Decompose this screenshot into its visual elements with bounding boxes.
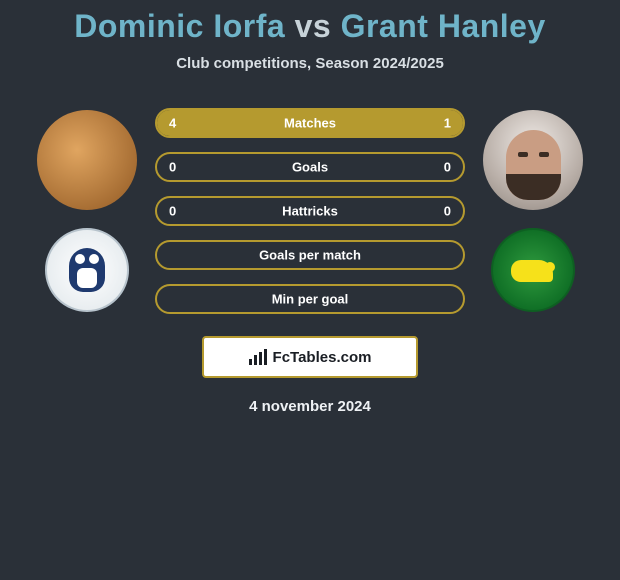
- player2-avatar: [483, 110, 583, 210]
- stats-column: 4 1 Matches 0 0 Goals 0 0 Hattricks Goals per mat…: [155, 108, 465, 314]
- stat-row: Min per goal: [155, 284, 465, 314]
- title-player1: Dominic Iorfa: [74, 8, 285, 44]
- player1-avatar: [37, 110, 137, 210]
- right-side: [483, 108, 583, 312]
- stat-value-left: 0: [169, 160, 176, 175]
- footer-site-text: FcTables.com: [273, 349, 372, 366]
- stat-row: 0 0 Goals: [155, 152, 465, 182]
- infographic-wrap: Dominic Iorfa vs Grant Hanley Club compe…: [0, 0, 620, 415]
- stat-value-right: 1: [444, 116, 451, 131]
- footer-site-badge: FcTables.com: [202, 336, 418, 378]
- stat-fill-right: [402, 110, 463, 136]
- player1-club-badge: [45, 228, 129, 312]
- title-vs: vs: [295, 8, 332, 44]
- stat-row: 0 0 Hattricks: [155, 196, 465, 226]
- stat-bar: 0 0 Goals: [155, 152, 465, 182]
- stat-row: Goals per match: [155, 240, 465, 270]
- page-title: Dominic Iorfa vs Grant Hanley: [10, 0, 610, 45]
- footer-date: 4 november 2024: [10, 398, 610, 415]
- left-side: [37, 108, 137, 312]
- chart-icon: [249, 349, 267, 365]
- stat-label: Hattricks: [282, 204, 338, 219]
- stat-bar: Goals per match: [155, 240, 465, 270]
- title-player2: Grant Hanley: [341, 8, 546, 44]
- owl-icon: [69, 248, 105, 292]
- stat-value-right: 0: [444, 204, 451, 219]
- canary-icon: [511, 260, 553, 282]
- stat-row: 4 1 Matches: [155, 108, 465, 138]
- stat-fill-left: [157, 110, 402, 136]
- stat-value-left: 0: [169, 204, 176, 219]
- face-icon: [506, 130, 561, 200]
- subtitle: Club competitions, Season 2024/2025: [10, 55, 610, 72]
- stat-label: Goals: [292, 160, 328, 175]
- stat-label: Min per goal: [272, 292, 349, 307]
- stat-label: Matches: [284, 116, 336, 131]
- stat-value-left: 4: [169, 116, 176, 131]
- player2-club-badge: [491, 228, 575, 312]
- stat-bar: Min per goal: [155, 284, 465, 314]
- stat-bar: 0 0 Hattricks: [155, 196, 465, 226]
- content: 4 1 Matches 0 0 Goals 0 0 Hattricks Goals per mat…: [10, 108, 610, 314]
- stat-bar: 4 1 Matches: [155, 108, 465, 138]
- stat-label: Goals per match: [259, 248, 361, 263]
- stat-value-right: 0: [444, 160, 451, 175]
